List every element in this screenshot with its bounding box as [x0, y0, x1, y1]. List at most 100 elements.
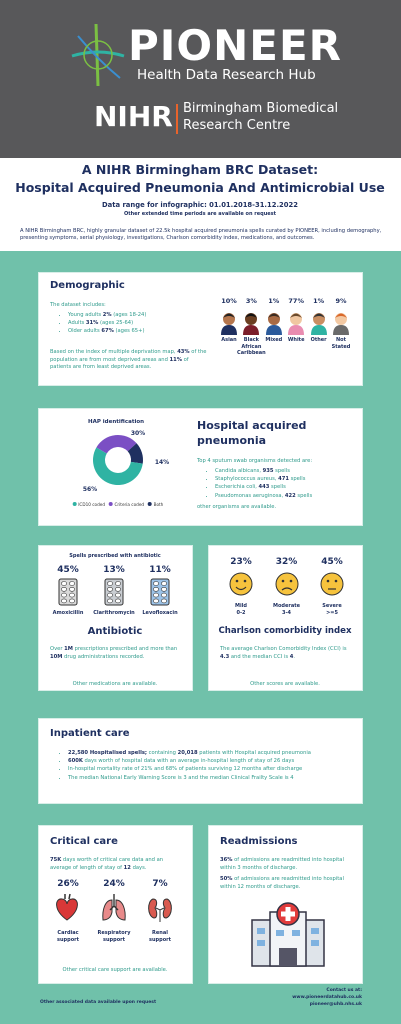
list-item: Older adults 67% (ages 65+)	[68, 328, 146, 334]
legend-swatch	[148, 502, 153, 506]
demographic-card	[38, 272, 363, 386]
readmit-text: 36% of admissions are readmitted into ho…	[220, 857, 355, 873]
text: 422	[284, 492, 296, 499]
donut-segment	[127, 443, 143, 464]
text: 935	[262, 468, 274, 474]
text: The average Charlson Comorbidity Index (…	[220, 646, 347, 652]
person-icon	[265, 313, 282, 335]
text: Staphylococcus aureus,	[215, 476, 277, 483]
list-item: 22,580 Hospitalised spells; containing 2…	[68, 750, 311, 756]
pill-pack-icon	[58, 578, 78, 606]
cci-label: Mild	[235, 603, 247, 609]
support-percent: 24%	[103, 879, 125, 889]
drug-name: Amoxicillin	[52, 610, 84, 616]
text: days.	[132, 864, 147, 871]
text: 31%	[85, 320, 99, 327]
pill-pack-icon	[150, 578, 170, 606]
text: The dataset includes:	[50, 302, 106, 308]
cci-label: >=5	[326, 610, 338, 616]
person-icon	[288, 313, 305, 335]
inpatient-card	[38, 718, 363, 804]
hospital-icon	[251, 902, 325, 967]
subtitle: Spells prescribed with antibiotic	[69, 553, 161, 559]
date-range: Data range for infographic: 01.01.2018-3…	[102, 201, 298, 209]
legend-swatch	[109, 502, 113, 506]
text: of the population are from most deprived…	[50, 349, 207, 363]
person-icon	[310, 313, 327, 335]
intro-title: Hospital Acquired Pneumonia And Antimicr…	[15, 180, 385, 195]
text: of admissions are readmitted into hospit…	[220, 876, 344, 890]
text: prescriptions prescribed and more than	[74, 646, 178, 652]
text: days worth of hospital data with an aver…	[84, 758, 295, 765]
drug-name: Levofloxacin	[142, 610, 178, 616]
list-item: Adults 31% (ages 25-64)	[68, 320, 146, 326]
nihr-logo: NIHR	[94, 100, 173, 133]
legend-label: ICD10 coded	[78, 502, 105, 507]
text: 471	[278, 476, 289, 483]
segment-label: 30%	[130, 430, 146, 437]
text: Other critical care support are availabl…	[62, 967, 168, 973]
support-label: support	[57, 937, 79, 943]
drug-percent: 11%	[149, 565, 171, 575]
text: containing	[148, 750, 176, 756]
text: of admissions are readmitted into hospit…	[220, 857, 344, 871]
text: (ages 65+)	[115, 328, 145, 335]
legend-label: Both	[153, 502, 164, 507]
cci-label: Moderate	[272, 603, 301, 609]
ethnicity-label: Asian	[221, 337, 237, 343]
centre-name: Research Centre	[183, 118, 291, 133]
card-title: pneumonia	[197, 434, 267, 447]
face-icon	[229, 572, 253, 596]
antibiotic-card	[38, 545, 193, 691]
cci-label: Severe	[322, 603, 342, 609]
text: 75K	[50, 857, 62, 863]
text: Over	[50, 646, 63, 652]
support-label: support	[149, 937, 171, 943]
cci-percent: 32%	[275, 557, 298, 567]
charlson-text: The average Charlson Comorbidity Index (…	[220, 646, 352, 662]
support-percent: 7%	[152, 879, 168, 889]
drug-percent: 13%	[103, 565, 125, 575]
text: 1M	[64, 646, 73, 652]
donut-segment	[92, 447, 143, 486]
pioneer-logo	[71, 23, 125, 87]
card-title: Critical care	[50, 836, 118, 847]
ethnicity-label: Not	[335, 337, 347, 343]
cci-percent: 45%	[321, 557, 343, 567]
hap-card	[38, 408, 363, 526]
deprivation-text: Based on the index of multiple deprivati…	[50, 349, 210, 372]
intro-band	[0, 158, 401, 251]
ethnicity-label: African	[241, 343, 262, 350]
text: 50%	[220, 876, 233, 882]
donut-segment	[96, 435, 137, 454]
text: Based on the index of multiple deprivati…	[50, 349, 176, 355]
organism-list: Candida albicans, 935 spells Staphylococc…	[205, 468, 312, 501]
text: Contact us at:	[326, 988, 362, 993]
text: 36%	[220, 857, 233, 863]
list-item: Candida albicans, 935 spells	[215, 468, 312, 474]
text: Escherichia coli,	[215, 484, 257, 491]
text: drug administrations recorded.	[64, 653, 145, 660]
text: Top 4 sputum swab organisms detected are…	[197, 458, 313, 464]
ethnicity-label: Black	[243, 337, 259, 343]
segment-label: 14%	[154, 459, 170, 466]
card-title: Demographic	[50, 280, 125, 291]
support-label: Renal	[152, 930, 168, 936]
card-title: Antibiotic	[87, 626, 143, 637]
text: Other scores are available.	[250, 681, 320, 687]
text: 20,018	[177, 750, 198, 756]
logo-title: PIONEER	[128, 21, 342, 70]
pill-pack-icon	[104, 578, 124, 606]
cci-label: 0-2	[236, 610, 246, 616]
list-item: Young adults 2% (ages 18-24)	[68, 312, 146, 318]
text: 4	[289, 653, 294, 660]
person-icon	[243, 313, 260, 335]
text: 600K	[68, 758, 83, 765]
text: spells	[290, 476, 306, 483]
charlson-card	[208, 545, 363, 691]
text: 11%	[169, 356, 182, 363]
text: Adults	[68, 320, 85, 327]
ethnicity-percent: 1%	[268, 297, 280, 305]
person-icon	[221, 313, 237, 335]
support-label: support	[103, 937, 125, 943]
